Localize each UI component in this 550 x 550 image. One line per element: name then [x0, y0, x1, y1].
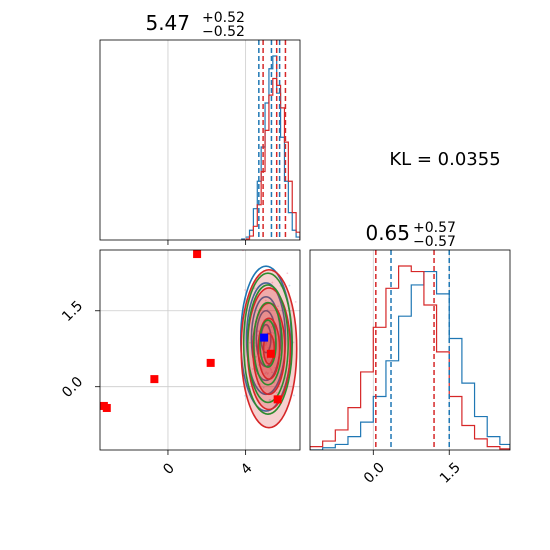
sample-dot: [294, 300, 297, 303]
panel-bottom-right-title-sub: −0.57: [413, 234, 456, 250]
sample-dot: [286, 272, 289, 275]
sample-dot: [253, 287, 256, 290]
sample-dot: [265, 342, 268, 344]
contour-2-2: [253, 301, 283, 386]
sample-dot: [244, 289, 246, 291]
panel-bottom-right-title-main: 0.65: [365, 221, 410, 245]
sample-dot: [268, 399, 271, 402]
red-square-marker-4: [206, 358, 215, 367]
panel-top-left-title-sub: −0.52: [202, 24, 245, 40]
kl-annotation: KL = 0.0355: [389, 149, 500, 170]
sample-dot: [249, 341, 251, 344]
red-square-marker-1: [102, 403, 111, 412]
sample-dot: [251, 368, 254, 370]
panel-top-left-frame: [99, 39, 301, 241]
joint-xtick-label-1: 4: [238, 460, 256, 478]
sample-dot: [270, 368, 273, 371]
sample-dot: [288, 284, 291, 287]
br-xtick-label-1: 1.5: [437, 460, 464, 487]
joint-group: [100, 236, 313, 450]
sample-dot: [270, 326, 273, 328]
sample-dot: [244, 394, 246, 397]
joint-ytick-label-1: 1.5: [59, 298, 86, 325]
contour-2-3: [259, 319, 277, 368]
sample-dot: [311, 333, 313, 335]
histogram-step-series-br-0: [310, 270, 510, 450]
blue-square-marker-0: [260, 333, 269, 342]
panel-top-left-title-main: 5.47: [145, 11, 190, 35]
sample-dot: [266, 357, 269, 360]
sample-dot: [257, 330, 260, 333]
sample-dot: [271, 281, 274, 284]
sample-dot: [266, 373, 269, 375]
sample-dot: [260, 236, 262, 238]
br-xtick-label-0: 0.0: [361, 460, 388, 487]
red-square-marker-6: [273, 395, 282, 404]
joint-ytick-label-0: 0.0: [59, 374, 86, 401]
sample-dot: [262, 386, 265, 389]
red-square-marker-2: [150, 375, 159, 384]
sample-dot: [293, 394, 295, 397]
joint-xtick-label-0: 0: [160, 460, 178, 478]
sample-dot: [264, 372, 267, 375]
panel-bottom-right-frame: [309, 249, 511, 451]
sample-dot: [271, 371, 274, 374]
panel-top-left-title-sup: +0.52: [202, 10, 245, 26]
histogram-group-tl: [241, 40, 300, 240]
red-square-marker-5: [266, 349, 275, 358]
panel-bottom-right: 0.65 +0.57 −0.57: [365, 220, 455, 250]
sample-dot: [269, 367, 272, 370]
sample-dot: [275, 391, 278, 394]
sample-dot: [277, 305, 279, 308]
histogram-step-series-br-1: [310, 265, 510, 450]
histogram-group-br: [310, 250, 510, 450]
contour-2-0: [242, 272, 293, 415]
contour-2-1: [246, 284, 289, 404]
joint-axis-ticks: 0 4 0.0 1.5: [59, 298, 255, 478]
sample-dot: [264, 299, 267, 302]
sample-dot: [265, 371, 268, 374]
histogram-step-series-tl-1: [241, 77, 300, 240]
panel-bottom-left-frame: [99, 249, 301, 451]
panel-top-left: 5.47 +0.52 −0.52: [145, 10, 244, 40]
sample-dot: [266, 331, 269, 334]
contour-0-2: [250, 296, 282, 382]
red-square-marker-3: [193, 250, 202, 259]
tl-gridlines: [167, 40, 247, 240]
panel-bottom-right-title-sup: +0.57: [413, 220, 456, 236]
